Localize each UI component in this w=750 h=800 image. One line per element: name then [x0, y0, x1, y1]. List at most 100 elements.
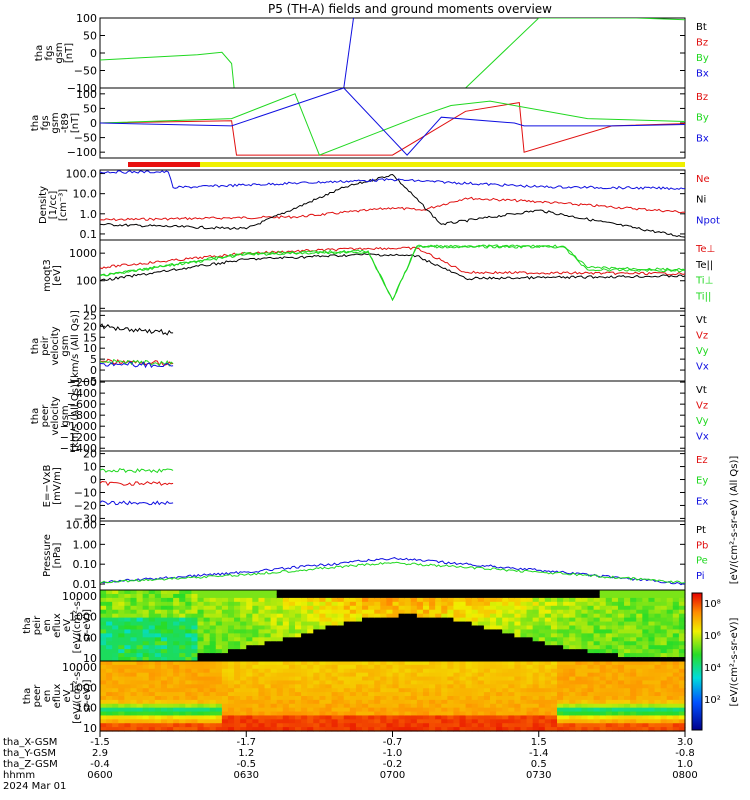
spectrogram-cell: [593, 672, 601, 678]
spectrogram-cell: [520, 641, 528, 646]
spectrogram-cell: [130, 653, 138, 658]
spectrogram-cell: [282, 637, 290, 642]
spectrogram-cell: [124, 593, 132, 599]
spectrogram-cell: [648, 649, 656, 654]
spectrogram-cell: [410, 664, 418, 670]
spectrogram-cell: [295, 707, 302, 713]
spectrogram-cell: [124, 696, 132, 701]
spectrogram-cell: [349, 597, 357, 603]
spectrogram-cell: [313, 613, 320, 619]
spectrogram-cell: [642, 609, 650, 615]
spectrogram-cell: [550, 609, 558, 615]
spectrogram-cell: [575, 609, 582, 615]
spectrogram-cell: [191, 661, 199, 666]
spectrogram-cell: [392, 688, 400, 693]
spectrogram-cell: [605, 661, 613, 666]
spectrogram-cell: [672, 707, 680, 713]
spectrogram-cell: [660, 657, 668, 662]
spectrogram-cell: [270, 649, 278, 654]
spectrogram-cell: [331, 723, 339, 728]
spectrogram-cell: [483, 657, 491, 662]
spectrogram-cell: [605, 653, 613, 658]
spectrogram-cell: [557, 692, 564, 697]
spectrogram-cell: [642, 680, 650, 685]
spectrogram-cell: [471, 668, 479, 674]
x-tick-label: 0800: [672, 770, 697, 781]
spectrogram-cell: [410, 707, 418, 713]
spectrogram-cell: [611, 692, 619, 697]
spectrogram-cell: [301, 699, 308, 705]
spectrogram-cell: [581, 672, 589, 678]
spectrogram-cell: [295, 597, 302, 603]
spectrogram-cell: [203, 715, 211, 720]
y-axis-label-line: [cm⁻³]: [58, 189, 69, 221]
spectrogram-cell: [343, 680, 351, 685]
x-tick-label: 0600: [87, 770, 112, 781]
spectrogram-cell: [124, 637, 132, 642]
spectrogram-cell: [386, 684, 394, 689]
spectrogram-cell: [380, 703, 387, 709]
spectrogram-cell: [453, 613, 461, 619]
spectrogram-cell: [398, 676, 406, 682]
spectrogram-cell: [666, 684, 674, 689]
spectrogram-cell: [514, 605, 522, 611]
spectrogram-cell: [221, 645, 229, 650]
spectrogram-cell: [490, 664, 497, 670]
spectrogram-cell: [557, 617, 564, 623]
spectrogram-cell: [234, 597, 241, 603]
spectrogram-cell: [221, 609, 229, 615]
spectrogram-cell: [441, 703, 448, 709]
spectrogram-cell: [672, 649, 680, 654]
spectrogram-cell: [404, 645, 412, 650]
spectrogram-cell: [483, 645, 491, 650]
spectrogram-cell: [136, 723, 144, 728]
spectrogram-cell: [617, 590, 625, 595]
spectrogram-cell: [575, 597, 582, 603]
spectrogram-cell: [142, 633, 150, 638]
spectrogram-cell: [624, 680, 631, 685]
spectrogram-cell: [404, 699, 412, 705]
spectrogram-cell: [453, 719, 461, 724]
spectrogram-cell: [666, 676, 674, 682]
spectrogram-cell: [459, 621, 467, 627]
spectrogram-cell: [319, 699, 327, 705]
y-tick-label: 50: [83, 30, 97, 43]
spectrogram-cell: [624, 692, 631, 697]
spectrogram-cell: [343, 609, 351, 615]
spectrogram-cell: [398, 617, 406, 623]
spectrogram-cell: [575, 692, 582, 697]
spectrogram-cell: [295, 649, 302, 654]
spectrogram-cell: [173, 684, 180, 689]
spectrogram-cell: [288, 641, 296, 646]
spectrogram-cell: [447, 676, 455, 682]
spectrogram-cell: [544, 672, 552, 678]
spectrogram-cell: [617, 633, 625, 638]
spectrogram-cell: [118, 715, 125, 720]
spectrogram-cell: [477, 593, 485, 599]
spectrogram-cell: [593, 633, 601, 638]
spectrogram-cell: [593, 597, 601, 603]
spectrogram-cell: [587, 657, 595, 662]
y-tick-label: 1000: [69, 247, 97, 260]
spectrogram-cell: [593, 727, 601, 732]
spectrogram-cell: [538, 684, 546, 689]
spectrogram-cell: [167, 715, 174, 720]
spectrogram-cell: [453, 653, 461, 658]
spectrogram-cell: [416, 597, 424, 603]
spectrogram-cell: [301, 711, 308, 717]
spectrogram-cell: [246, 711, 253, 717]
spectrogram-cell: [142, 653, 150, 658]
spectrogram-cell: [313, 676, 320, 682]
spectrogram-cell: [185, 601, 192, 607]
spectrogram-cell: [258, 719, 266, 724]
spectrogram-cell: [355, 688, 363, 693]
spectrogram-cell: [630, 597, 637, 603]
spectrogram-cell: [435, 645, 442, 650]
spectrogram-cell: [642, 707, 650, 713]
spectrogram-cell: [270, 637, 278, 642]
spectrogram-cell: [410, 629, 418, 634]
spectrogram-cell: [477, 629, 485, 634]
y-axis-label-line: [eV/(cm²-s-: [72, 668, 83, 724]
spectrogram-cell: [276, 715, 284, 720]
spectrogram-cell: [307, 664, 314, 670]
